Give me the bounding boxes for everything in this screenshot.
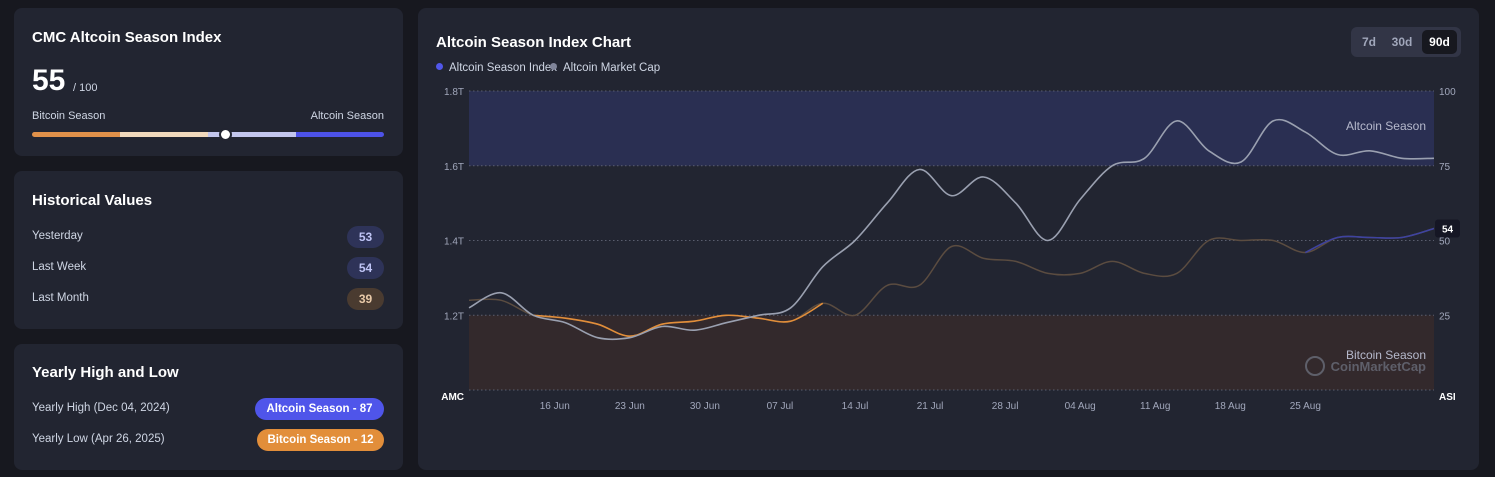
- altcoin-season-zone: [469, 91, 1434, 166]
- right-axis-tick: 50: [1439, 237, 1451, 248]
- bitcoin-season-zone: [469, 315, 1434, 390]
- x-axis-tick: 07 Jul: [767, 401, 794, 412]
- yearly-low-label: Yearly Low (Apr 26, 2025): [32, 433, 165, 445]
- yearly-low-badge: Bitcoin Season - 12: [257, 429, 384, 451]
- scale-segment-1: [32, 132, 120, 137]
- scale-indicator-knob: [219, 128, 233, 141]
- yearly-title: Yearly High and Low: [32, 364, 179, 381]
- index-value: 55: [32, 64, 66, 97]
- scale-segment-4: [296, 132, 384, 137]
- left-axis-tick: 1.4T: [444, 237, 464, 248]
- right-axis-title: ASI: [1439, 392, 1456, 403]
- x-axis-tick: 11 Aug: [1140, 401, 1170, 412]
- current-value-badge: [1435, 219, 1460, 238]
- yearly-high-badge: Altcoin Season - 87: [255, 398, 384, 420]
- scale-segment-3: [208, 132, 296, 137]
- legend-asi-label: Altcoin Season Index: [449, 62, 558, 74]
- yesterday-value-badge: 53: [347, 226, 384, 248]
- x-axis-tick: 14 Jul: [842, 401, 869, 412]
- range-selector: 7d 30d 90d: [1351, 27, 1461, 57]
- yearly-low-text: Yearly Low: [32, 433, 88, 445]
- watermark-text: CoinMarketCap: [1331, 359, 1426, 374]
- left-axis-tick: 1.6T: [444, 162, 464, 173]
- altcoin-season-zone-label: Altcoin Season: [1346, 119, 1426, 133]
- yearly-high-date: (Dec 04, 2024): [93, 402, 170, 414]
- yesterday-label: Yesterday: [32, 230, 83, 242]
- last-week-value-badge: 54: [347, 257, 384, 279]
- amc-series-line: [468, 118, 1435, 341]
- chart-title: Altcoin Season Index Chart: [436, 34, 632, 51]
- historical-values-card: Historical Values Yesterday 53 Last Week…: [14, 171, 403, 329]
- x-axis-tick: 23 Jun: [615, 401, 645, 412]
- right-axis-tick: 100: [1439, 87, 1456, 98]
- yearly-high-low-card: Yearly High and Low Yearly High (Dec 04,…: [14, 344, 403, 470]
- current-value-label: 54: [1442, 225, 1454, 236]
- asi-series-bitcoin-segment: [533, 302, 824, 338]
- yearly-low-date: (Apr 26, 2025): [91, 433, 165, 445]
- legend-amc-label: Altcoin Market Cap: [563, 62, 661, 74]
- x-axis-tick: 21 Jul: [917, 401, 944, 412]
- x-axis-tick: 30 Jun: [690, 401, 720, 412]
- altcoin-season-label: Altcoin Season: [310, 110, 384, 122]
- asi-series-altcoin-segment: [1304, 227, 1435, 254]
- index-max: / 100: [73, 82, 98, 94]
- range-90d-button[interactable]: 90d: [1422, 30, 1457, 54]
- legend-amc[interactable]: Altcoin Market Cap: [550, 62, 660, 74]
- index-card-title: CMC Altcoin Season Index: [32, 29, 222, 46]
- last-month-value-badge: 39: [347, 288, 384, 310]
- altcoin-season-index-card: CMC Altcoin Season Index 55 / 100 Bitcoi…: [14, 8, 403, 156]
- last-month-label: Last Month: [32, 292, 89, 304]
- right-axis-tick: 25: [1439, 311, 1451, 322]
- left-axis-tick: 1.2T: [444, 311, 464, 322]
- bitcoin-season-zone-label: Bitcoin Season: [1346, 348, 1426, 362]
- x-axis-tick: 25 Aug: [1290, 401, 1321, 412]
- left-axis-tick: 1.8T: [444, 87, 464, 98]
- yearly-high-label: Yearly High (Dec 04, 2024): [32, 402, 170, 414]
- last-week-label: Last Week: [32, 261, 87, 273]
- range-30d-button[interactable]: 30d: [1391, 35, 1413, 49]
- coinmarketcap-logo-icon: [1305, 356, 1325, 376]
- bitcoin-season-label: Bitcoin Season: [32, 110, 106, 122]
- altcoin-season-chart-card: 1.2T 1.4T 1.6T 1.8T 25 50 75 100 AMC ASI 16 Jun 23 …: [418, 8, 1479, 470]
- scale-segment-2: [120, 132, 208, 137]
- legend-asi-dot: [436, 63, 443, 70]
- chart-canvas: 1.2T 1.4T 1.6T 1.8T 25 50 75 100 AMC ASI 16 Jun 23 …: [441, 87, 1460, 412]
- legend-asi[interactable]: Altcoin Season Index: [436, 62, 557, 74]
- left-axis-title: AMC: [441, 392, 464, 403]
- yearly-high-text: Yearly High: [32, 402, 91, 414]
- historical-values-title: Historical Values: [32, 192, 153, 209]
- x-axis-tick: 18 Aug: [1215, 401, 1246, 412]
- x-axis-tick: 28 Jul: [992, 401, 1019, 412]
- range-7d-button[interactable]: 7d: [1361, 35, 1376, 49]
- x-axis-tick: 16 Jun: [540, 401, 570, 412]
- legend-amc-dot: [550, 63, 557, 70]
- right-axis-tick: 75: [1439, 162, 1451, 173]
- x-axis-tick: 04 Aug: [1065, 401, 1096, 412]
